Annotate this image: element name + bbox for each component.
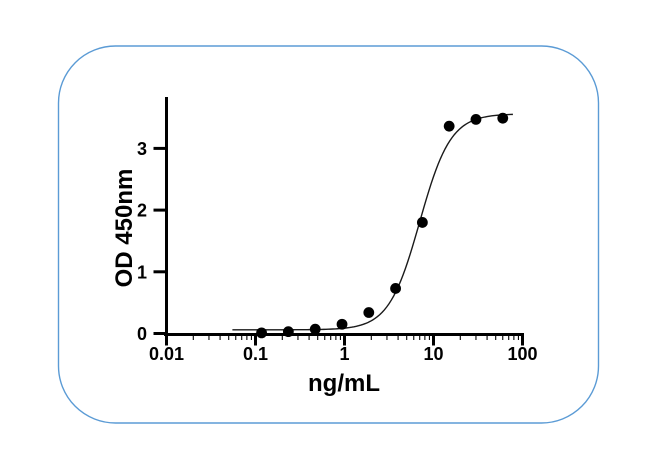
data-point [497, 112, 509, 124]
x-axis-title: ng/mL [308, 370, 380, 397]
data-point [336, 318, 348, 330]
y-axis-major-ticks [153, 146, 166, 335]
x-tick-label: 100 [507, 344, 537, 364]
y-tick-label: 0 [137, 324, 147, 344]
data-point [443, 120, 455, 132]
y-axis-title: OD 450nm [111, 169, 138, 288]
x-axis-minor-ticks [192, 336, 519, 340]
y-axis-tick-labels: 0 1 2 3 [137, 139, 147, 344]
fit-curve [232, 113, 513, 331]
x-axis-tick-labels: 0.01 0.1 1 10 100 [149, 344, 538, 364]
data-points [256, 112, 509, 339]
x-tick-label: 1 [339, 344, 349, 364]
rounded-border-frame [57, 45, 600, 424]
data-point [309, 323, 321, 335]
data-point [363, 307, 375, 318]
x-tick-label: 0.01 [149, 344, 184, 364]
data-point [390, 283, 401, 294]
y-tick-label: 3 [137, 139, 147, 159]
y-tick-label: 1 [137, 262, 147, 282]
data-point [470, 114, 482, 125]
x-tick-label: 10 [423, 344, 443, 364]
x-tick-label: 0.1 [243, 344, 268, 364]
data-point [282, 326, 294, 338]
data-point [256, 327, 267, 339]
y-tick-label: 2 [137, 201, 147, 221]
data-point [416, 217, 428, 228]
